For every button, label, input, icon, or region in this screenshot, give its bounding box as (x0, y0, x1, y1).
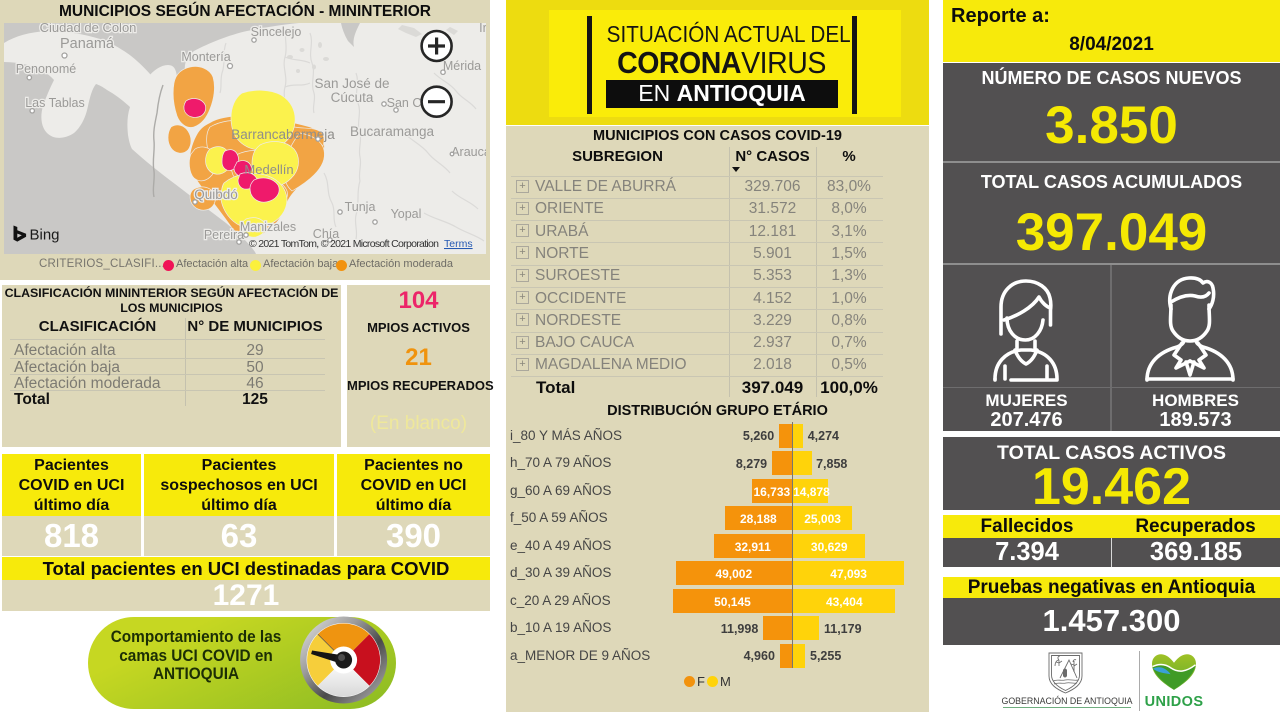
svg-text:Bucaramanga: Bucaramanga (350, 124, 435, 139)
svg-text:Ciudad de Colon: Ciudad de Colon (40, 23, 137, 35)
svg-text:© 2021 TomTom, © 2021 Microsof: © 2021 TomTom, © 2021 Microsoft Corporat… (249, 238, 439, 250)
svg-text:Pereira: Pereira (204, 228, 244, 242)
svg-text:Cúcuta: Cúcuta (331, 90, 374, 105)
svg-text:Manizales: Manizales (240, 220, 296, 234)
svg-text:Sincelejo: Sincelejo (251, 25, 302, 39)
svg-text:San José de: San José de (314, 76, 389, 91)
svg-text:Yopal: Yopal (391, 207, 422, 221)
svg-text:Panamá: Panamá (60, 36, 115, 52)
svg-text:Arauca: Arauca (451, 145, 486, 159)
svg-text:Terms: Terms (444, 238, 473, 250)
svg-text:Penonomé: Penonomé (16, 62, 77, 76)
svg-text:Barrancabermeja: Barrancabermeja (231, 127, 335, 142)
svg-text:Montería: Montería (181, 50, 230, 64)
svg-text:Medellín: Medellín (244, 162, 293, 177)
svg-text:San C: San C (387, 96, 422, 110)
svg-text:Quibdó: Quibdó (194, 187, 238, 202)
svg-text:Chía: Chía (313, 227, 339, 241)
svg-text:Las Tablas: Las Tablas (25, 96, 85, 110)
svg-text:Bing: Bing (30, 227, 60, 244)
svg-text:Tunja: Tunja (345, 200, 376, 214)
svg-text:Mérida: Mérida (443, 59, 481, 73)
svg-text:Ir: Ir (479, 23, 486, 35)
